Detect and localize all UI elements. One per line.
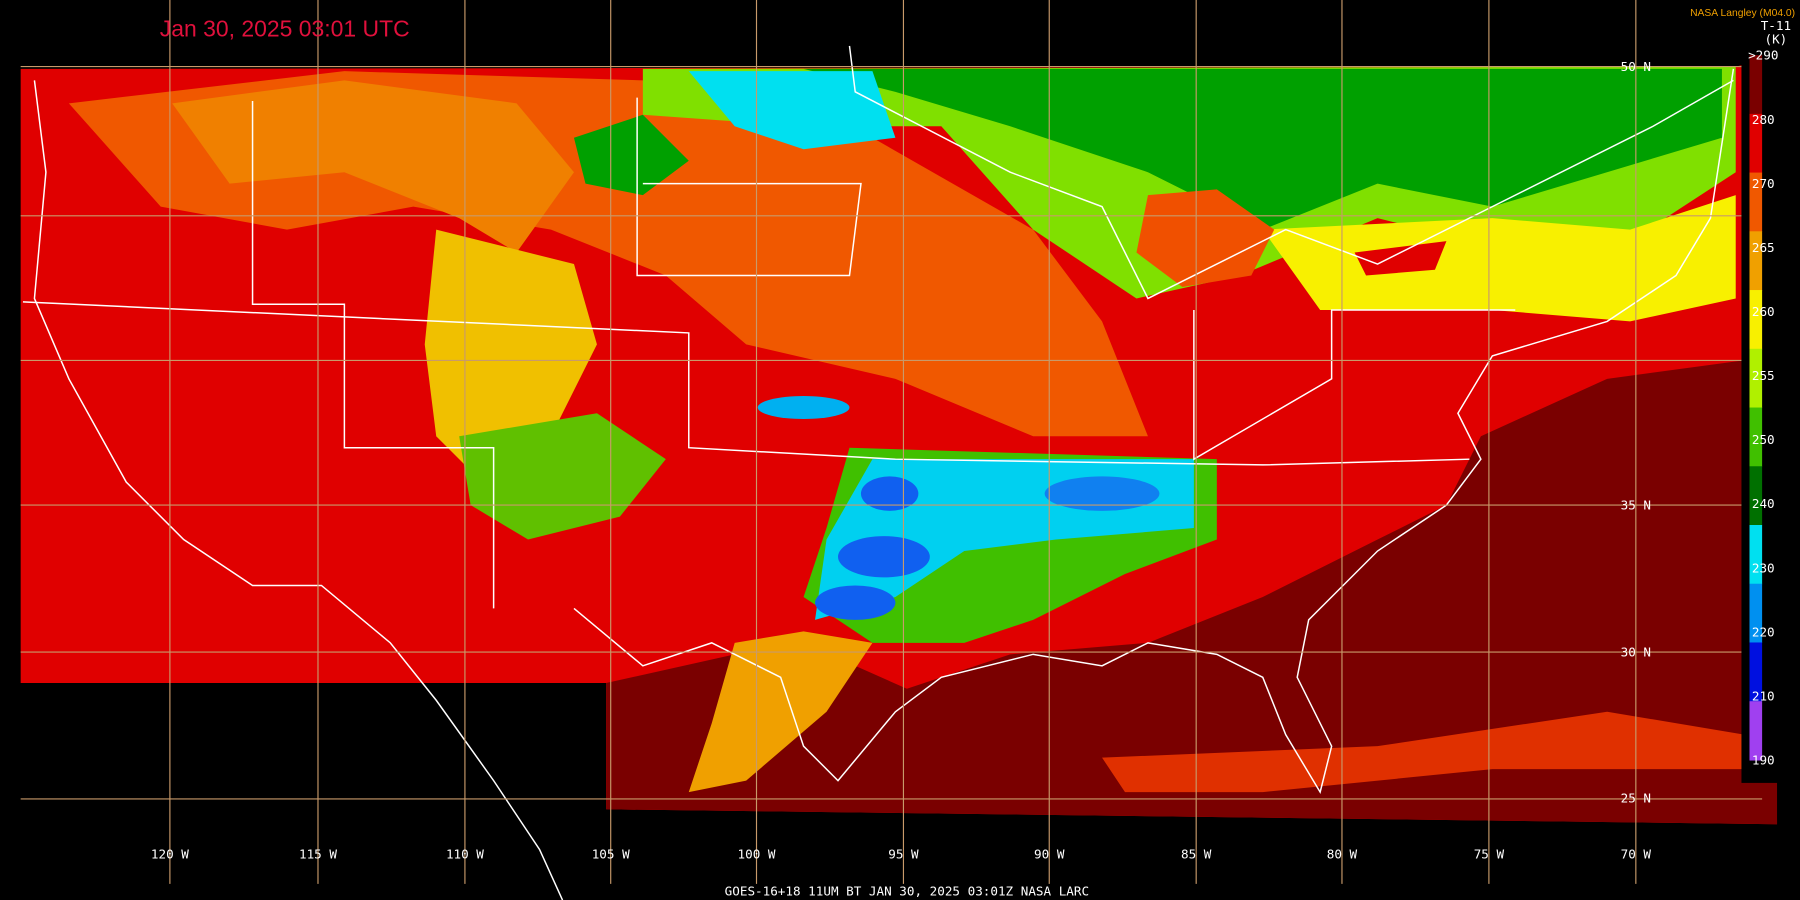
legend-swatch [1749,290,1763,350]
legend-swatch [1749,172,1763,232]
legend-swatch [1749,348,1763,409]
legend-label: 210 [1752,688,1775,703]
footer: GOES-16+18 11UM BT JAN 30, 2025 03:01Z N… [725,883,1089,898]
longitude-label: 90 W [1034,847,1065,862]
longitude-label: 75 W [1474,847,1505,862]
cold-cloud [688,71,896,150]
legend-swatch [1749,701,1763,761]
mountain-orange [172,80,574,253]
labels: 120 W 115 W 110 W 105 W 100 W 95 W 90 W 85 W 80 … [151,59,1652,862]
ocean-region [606,355,1778,825]
longitude-label: 70 W [1621,847,1652,862]
legend-swatch [1749,466,1763,526]
legend-swatch [1749,583,1763,644]
graticule [20,0,1763,884]
south-streaks [1102,711,1745,793]
legend-swatch [1749,113,1763,174]
cloud-cyan [757,396,850,420]
legend-title: T-11 [1761,18,1791,33]
legend: T-11(K)>290 280 270 265 260 255 250 240 230 220 21… [1741,18,1800,783]
legend-label: 280 [1752,112,1775,127]
lakes-warm [1136,189,1275,287]
imagery [20,57,1778,825]
storm-core [838,536,930,578]
legend-label: 260 [1752,304,1775,319]
legend-label: 250 [1752,432,1775,447]
legend-swatch [1749,231,1763,291]
legend-label: 255 [1752,368,1775,383]
longitude-label: 100 W [738,847,776,862]
gulf-band [688,631,873,793]
state-border [251,101,495,609]
latitude-label: 30 N [1621,645,1651,660]
timestamp-title: Jan 30, 2025 03:01 UTC [160,16,410,42]
state-border [22,301,1470,466]
legend-label: 265 [1752,240,1775,255]
border [848,45,1734,300]
longitude-label: 105 W [592,847,630,862]
legend-label: >290 [1748,48,1778,63]
legend-swatch [1749,407,1763,467]
legend-unit: (K) [1765,32,1788,47]
longitude-label: 115 W [299,847,337,862]
legend-label: 230 [1752,560,1775,575]
latitude-label: 50 N [1621,59,1651,74]
rockies-yellow [424,229,597,483]
legend-swatch [1749,55,1763,115]
rockies-green [459,413,666,540]
latitude-label: 35 N [1621,498,1651,513]
coastline [33,80,564,900]
legend-swatch [1749,642,1763,702]
cloud-green [573,114,689,196]
state-border [1193,309,1516,461]
latitude-label: 25 N [1621,790,1651,805]
longitude-label: 120 W [151,847,189,862]
storm-core [1044,476,1160,511]
longitude-label: 85 W [1181,847,1212,862]
legend-label: 270 [1752,176,1775,191]
longitude-label: 110 W [446,847,484,862]
lake-erie [1354,241,1447,276]
longitude-label: 80 W [1327,847,1358,862]
legend-label: 240 [1752,496,1775,511]
coastline [573,68,1735,795]
storm-core [815,585,896,620]
legend-label: 190 [1752,753,1775,768]
north-dark-green [803,68,1722,230]
longitude-label: 95 W [888,847,919,862]
legend-swatch [1749,525,1763,585]
northeast-yellow [1262,195,1736,322]
source-label: NASA Langley (M04.0) [1690,8,1795,19]
legend-label: 220 [1752,624,1775,639]
